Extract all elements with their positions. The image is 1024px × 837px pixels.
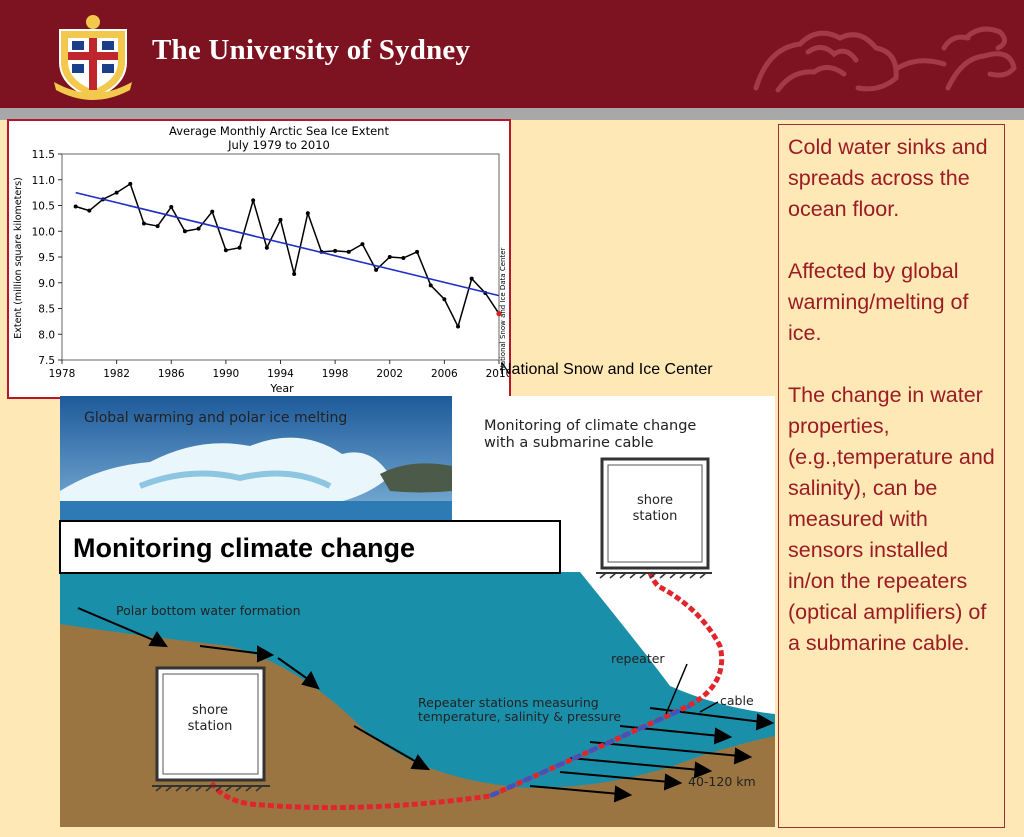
university-name: The University of Sydney [152, 34, 471, 66]
data-point [428, 283, 433, 288]
diagram-heading-2: with a submarine cable [484, 435, 654, 451]
x-tick-label: 2002 [376, 368, 403, 380]
shore-station-left-label-2: station [188, 719, 233, 734]
series-layer [73, 181, 502, 329]
chart-side-label: National Snow and Ice Data Center [499, 247, 507, 370]
data-point [169, 205, 174, 210]
data-point [333, 248, 338, 253]
flow-arrows [77, 607, 775, 803]
data-point [155, 224, 160, 229]
distance-label: 40-120 km [688, 774, 756, 789]
y-tick-label: 9.5 [38, 252, 55, 264]
chart-canvas: Average Monthly Arctic Sea Ice Extent Ju… [13, 124, 509, 395]
data-point [346, 249, 351, 254]
data-point [360, 242, 365, 247]
data-point [401, 256, 406, 261]
data-point [182, 229, 187, 234]
x-tick-label: 1982 [103, 368, 130, 380]
data-point [114, 190, 119, 195]
x-tick-label: 2010 [486, 368, 509, 380]
extent-series-line [75, 182, 500, 329]
data-point [73, 204, 78, 209]
repeater-stations-label-1: Repeater stations measuring [418, 695, 599, 710]
data-point [374, 267, 379, 272]
data-point [223, 248, 228, 253]
x-axis: 1978 1982 1986 1990 1994 1998 2002 2006 2010 [49, 360, 509, 380]
data-point [469, 276, 474, 281]
shore-station-top [600, 457, 710, 570]
diagram-heading: Monitoring of climate change [484, 418, 696, 434]
data-point [264, 245, 269, 250]
y-tick-label: 10.5 [32, 201, 55, 213]
shore-station-left [155, 666, 266, 782]
y-tick-label: 8.5 [38, 304, 55, 316]
header-bar: The University of Sydney [0, 0, 1024, 108]
y-tick-label: 8.0 [38, 329, 55, 341]
x-tick-label: 2006 [431, 368, 458, 380]
x-tick-label: 1990 [213, 368, 240, 380]
x-axis-label: Year [269, 382, 294, 395]
y-tick-label: 10.0 [32, 226, 55, 238]
y-tick-label: 11.5 [32, 149, 55, 161]
data-point [292, 271, 297, 276]
data-point [496, 311, 502, 317]
slide-title: Monitoring climate change [59, 520, 561, 574]
data-point [305, 211, 310, 216]
y-axis: 11.5 11.0 10.5 10.0 9.5 9.0 8.5 8.0 7.5 [32, 149, 62, 367]
sea-ice-chart: Average Monthly Arctic Sea Ice Extent Ju… [7, 119, 511, 399]
y-tick-label: 7.5 [38, 355, 55, 367]
x-tick-label: 1994 [267, 368, 294, 380]
data-point [141, 221, 146, 226]
explanation-paragraph-1: Cold water sinks and spreads across the … [788, 135, 988, 221]
data-point [442, 297, 447, 302]
explanation-paragraph-3: The change in water properties, (e.g.,te… [788, 383, 995, 655]
repeater-label: repeater [611, 651, 665, 666]
trend-line [75, 191, 500, 297]
y-axis-label: Extent (million square kilometers) [13, 177, 24, 339]
x-tick-label: 1986 [158, 368, 185, 380]
university-crest-logo [54, 15, 132, 100]
explanation-paragraph-2: Affected by global warming/melting of ic… [788, 259, 969, 345]
data-point [210, 209, 215, 214]
polar-water-label: Polar bottom water formation [116, 603, 301, 618]
data-point [251, 198, 256, 203]
cable-label: cable [720, 693, 754, 708]
data-point [196, 226, 201, 231]
data-point [456, 324, 461, 329]
data-point [237, 245, 242, 250]
climate-diagram: Global warming and polar ice melting Mon… [60, 396, 775, 827]
chart-title: Average Monthly Arctic Sea Ice Extent [169, 124, 389, 138]
shore-station-left-label-1: shore [192, 703, 228, 718]
shore-station-top-label-2: station [633, 509, 678, 524]
data-point [128, 181, 133, 186]
photo-caption: Global warming and polar ice melting [84, 410, 347, 426]
explanation-panel: Cold water sinks and spreads across the … [778, 124, 1005, 828]
image-credit: National Snow and Ice Center [500, 361, 713, 378]
data-point [87, 208, 92, 213]
data-point [387, 255, 392, 259]
lion-watermark-icon [753, 26, 1017, 93]
shore-station-top-label-1: shore [637, 493, 673, 508]
x-tick-label: 1998 [322, 368, 349, 380]
data-point [278, 217, 283, 222]
data-point [415, 249, 420, 254]
chart-subtitle: July 1979 to 2010 [227, 138, 330, 152]
x-tick-label: 1978 [49, 368, 76, 380]
header-divider [0, 108, 1024, 120]
diagram-illustration: Global warming and polar ice melting Mon… [60, 396, 775, 827]
y-tick-label: 11.0 [32, 175, 55, 187]
y-tick-label: 9.0 [38, 278, 55, 290]
repeater-stations-label-2: temperature, salinity & pressure [418, 709, 621, 724]
